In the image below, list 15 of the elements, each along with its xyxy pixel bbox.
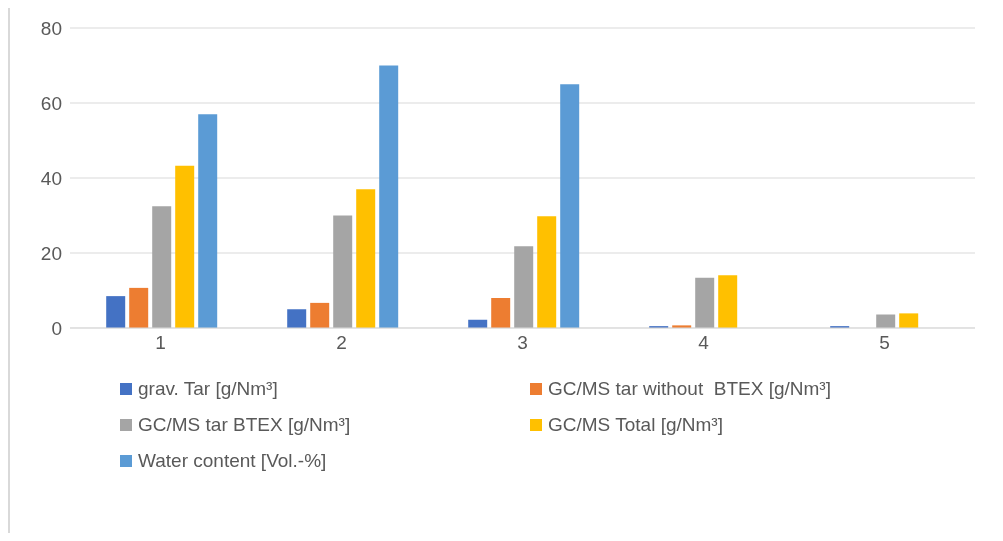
x-tick-label: 3 — [517, 332, 528, 354]
legend-label: GC/MS tar without BTEX [g/Nm³] — [548, 378, 831, 400]
legend-label: GC/MS Total [g/Nm³] — [548, 414, 723, 436]
y-tick-label: 80 — [40, 17, 62, 39]
x-tick-label: 1 — [155, 332, 166, 354]
x-tick-label: 4 — [698, 332, 710, 354]
y-tick-label: 60 — [40, 92, 62, 114]
legend-label: grav. Tar [g/Nm³] — [138, 378, 278, 400]
y-tick-label: 0 — [51, 317, 62, 339]
x-tick-label: 2 — [336, 332, 347, 354]
legend-label: GC/MS tar BTEX [g/Nm³] — [138, 414, 351, 436]
y-tick-label: 40 — [40, 167, 62, 189]
legend-label: Water content [Vol.-%] — [138, 450, 327, 472]
y-tick-label: 20 — [40, 242, 62, 264]
x-tick-label: 5 — [879, 332, 890, 354]
